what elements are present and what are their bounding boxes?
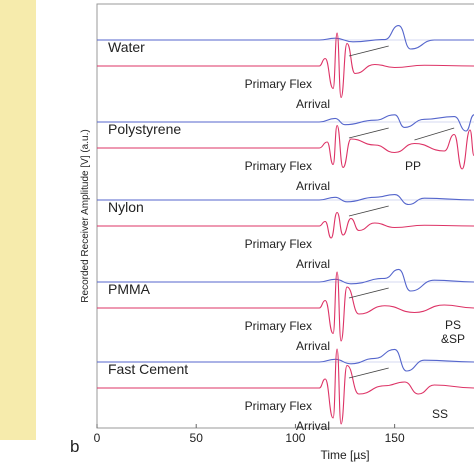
primary-flex-label: Primary Flex xyxy=(245,77,312,91)
annotation-ps: PS xyxy=(445,318,461,332)
x-axis-label: Time [µs] xyxy=(320,448,369,462)
x-tick-label: 50 xyxy=(190,431,204,445)
material-label-polystyrene: Polystyrene xyxy=(108,121,181,137)
primary-flex-label: Primary Flex xyxy=(245,319,312,333)
left-panel-strip xyxy=(0,0,36,440)
annotation-ss: SS xyxy=(432,407,448,421)
annotation-sp: &SP xyxy=(441,332,465,346)
material-label-nylon: Nylon xyxy=(108,199,144,215)
waveform-polystyrene-red xyxy=(97,124,474,170)
waveform-water-blue xyxy=(97,25,474,50)
arrival-label: Arrival xyxy=(296,419,330,433)
annotation-line-polystyrene-2 xyxy=(414,127,455,141)
primary-flex-label: Primary Flex xyxy=(245,237,312,251)
y-axis-label: Recorded Receiver Amplitude [V] (a.u.) xyxy=(80,129,91,302)
waveform-fast-cement-blue xyxy=(97,348,474,372)
annotation-line-polystyrene xyxy=(348,127,389,139)
material-label-pmma: PMMA xyxy=(108,281,151,297)
arrival-label: Arrival xyxy=(296,339,330,353)
waveform-polystyrene-blue xyxy=(97,114,474,132)
arrival-label: Arrival xyxy=(296,257,330,271)
x-tick-label: 100 xyxy=(285,431,305,445)
arrival-label: Arrival xyxy=(296,97,330,111)
annotation-line-nylon xyxy=(348,205,389,217)
x-tick-label: 0 xyxy=(94,431,101,445)
waveform-nylon-blue xyxy=(97,194,474,206)
waveform-water-red xyxy=(97,32,474,99)
primary-flex-label: Primary Flex xyxy=(245,159,312,173)
waveform-pmma-red xyxy=(97,271,474,342)
annotation-line-fast-cement xyxy=(348,367,389,379)
plot-frame xyxy=(96,3,474,429)
waveform-pmma-blue xyxy=(97,268,474,292)
waveform-fast-cement-red xyxy=(97,348,474,425)
primary-flex-label: Primary Flex xyxy=(245,399,312,413)
annotation-line-water xyxy=(348,45,389,57)
x-tick-label: 150 xyxy=(385,431,405,445)
material-label-water: Water xyxy=(108,39,145,55)
material-label-fast-cement: Fast Cement xyxy=(108,361,188,377)
waveform-nylon-red xyxy=(97,211,474,239)
annotation-pp: PP xyxy=(405,159,421,173)
panel-letter: b xyxy=(70,437,80,456)
arrival-label: Arrival xyxy=(296,179,330,193)
annotation-line-pmma xyxy=(348,287,389,299)
